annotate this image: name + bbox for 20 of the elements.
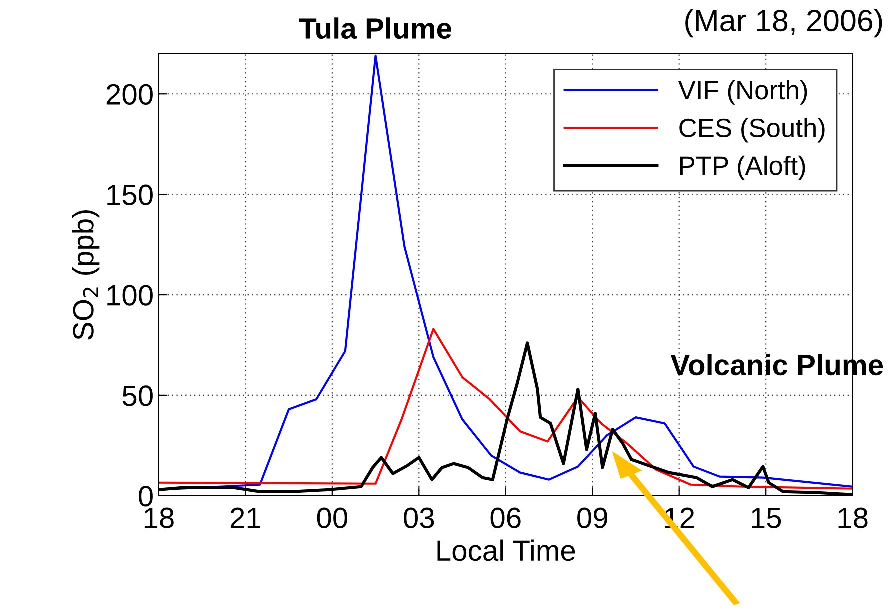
y-tick-label: 50 <box>122 386 153 406</box>
x-tick-label: 15 <box>752 508 782 528</box>
y-tick-label: 200 <box>106 84 153 105</box>
x-tick-label: 18 <box>144 508 174 528</box>
x-tick-label: 00 <box>317 508 348 528</box>
y-tick-label: 0 <box>139 486 153 507</box>
x-axis-title: Local Time <box>438 540 576 562</box>
x-tick-label: 09 <box>578 508 608 528</box>
legend-label: PTP (Aloft) <box>680 156 806 181</box>
y-axis-title: SO$_{2}$ (ppb) <box>72 210 100 340</box>
annotation: Tula Plume <box>299 18 452 40</box>
x-tick-label: 21 <box>230 508 260 528</box>
x-tick-label: 03 <box>404 508 434 528</box>
x-tick-label: 06 <box>490 508 521 528</box>
legend-label: VIF (North) <box>678 80 808 105</box>
y-tick-label: 100 <box>108 285 153 306</box>
y-tick-label: 150 <box>108 184 153 206</box>
x-tick-label: 18 <box>838 508 868 528</box>
chart-title: (Mar 18, 2006) <box>686 9 882 38</box>
legend-label: CES (South) <box>680 118 825 143</box>
